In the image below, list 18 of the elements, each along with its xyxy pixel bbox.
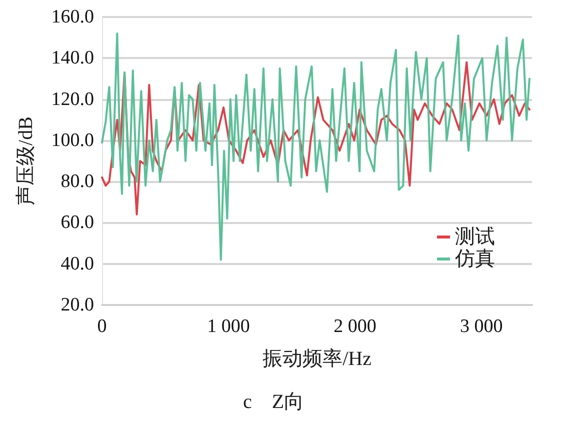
x-tick-label: 2 000 <box>334 316 376 337</box>
y-tick-label: 60.0 <box>60 212 94 234</box>
legend-label: 测试 <box>455 226 495 248</box>
y-tick-label: 120.0 <box>51 88 94 110</box>
y-tick-label: 160.0 <box>51 6 94 28</box>
x-tick-label: 3 000 <box>460 316 503 337</box>
line-series <box>101 61 530 216</box>
text: c Z向 <box>243 391 304 413</box>
x-tick-label: 1 000 <box>207 316 250 337</box>
y-tick-label: 20.0 <box>60 294 94 316</box>
y-axis-title: 声压级/dB <box>15 116 37 206</box>
y-tick-label: 140.0 <box>51 48 94 69</box>
y-tick-label: 100.0 <box>51 130 94 151</box>
x-tick-label: 0 <box>97 316 107 337</box>
y-tick-label: 80.0 <box>60 171 94 192</box>
legend-label: 仿真 <box>454 248 495 270</box>
x-axis-title: 振动频率/Hz <box>262 348 372 370</box>
y-tick-label: 40.0 <box>60 253 94 274</box>
